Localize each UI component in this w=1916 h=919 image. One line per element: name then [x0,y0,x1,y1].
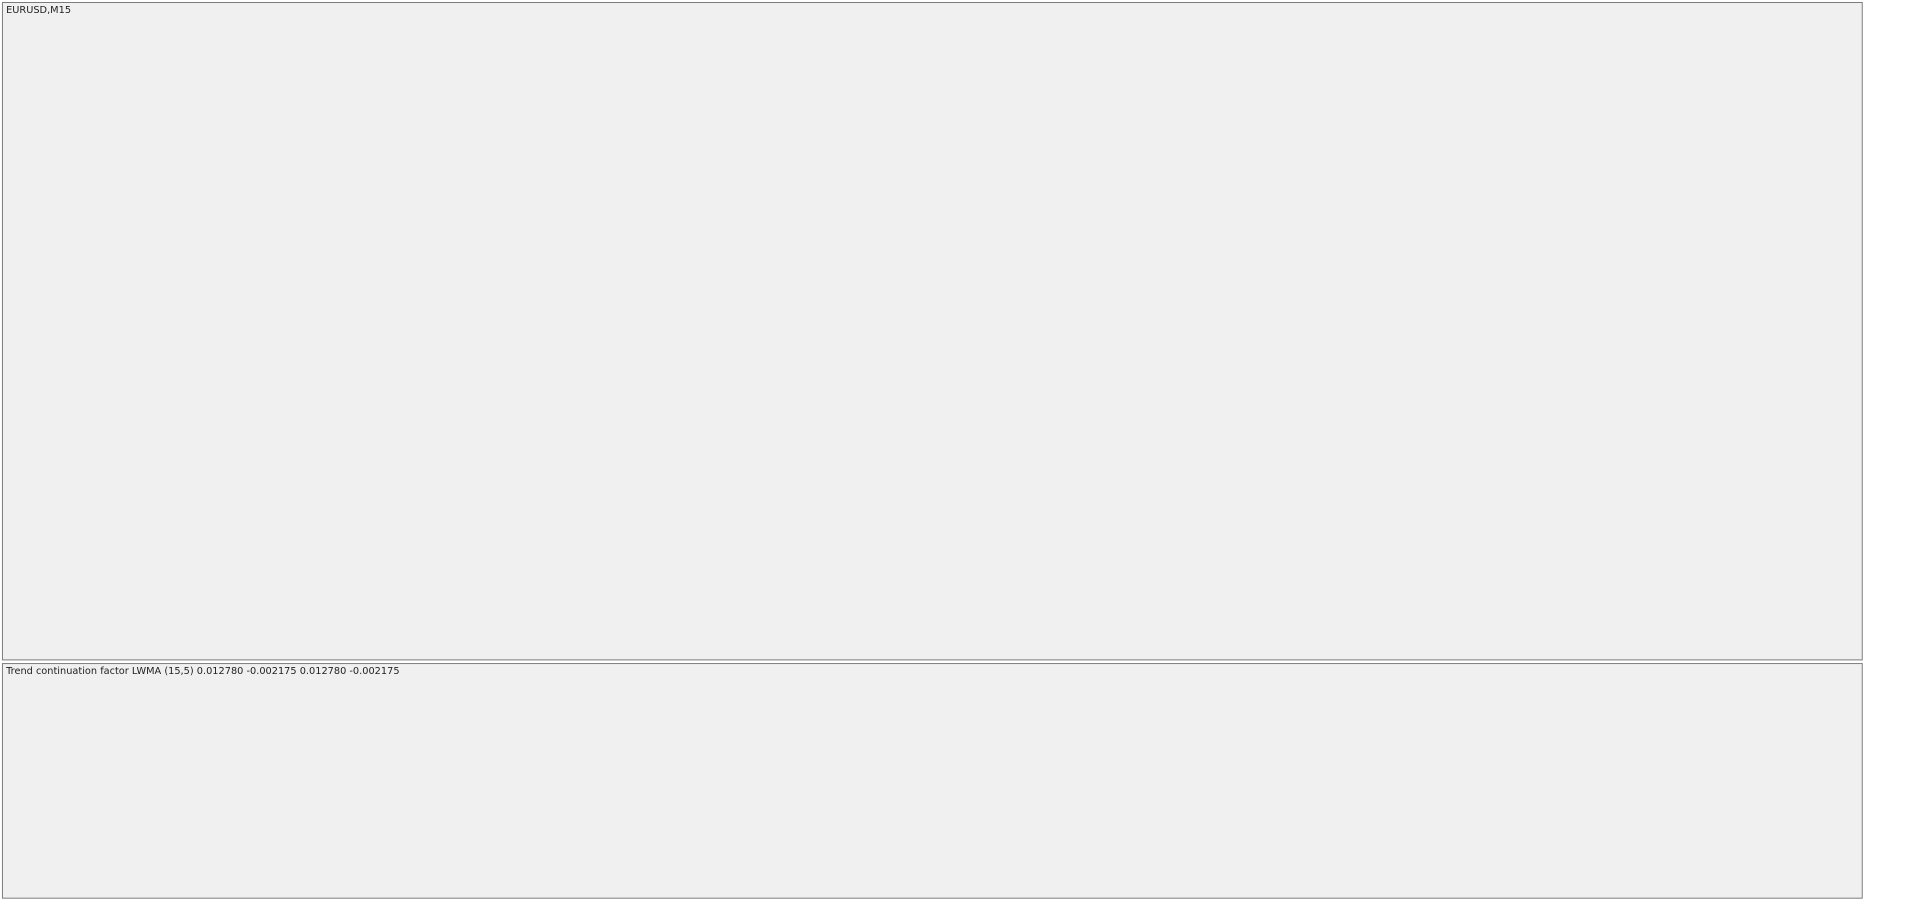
price-panel [1,2,1863,661]
text-layer: EURUSD,M15 Trend continuation factor LWM… [5,5,399,677]
indicator-panel [1,663,1863,899]
indicator-title: Trend continuation factor LWMA (15,5) 0.… [5,666,399,677]
chart-title: EURUSD,M15 [6,5,71,16]
